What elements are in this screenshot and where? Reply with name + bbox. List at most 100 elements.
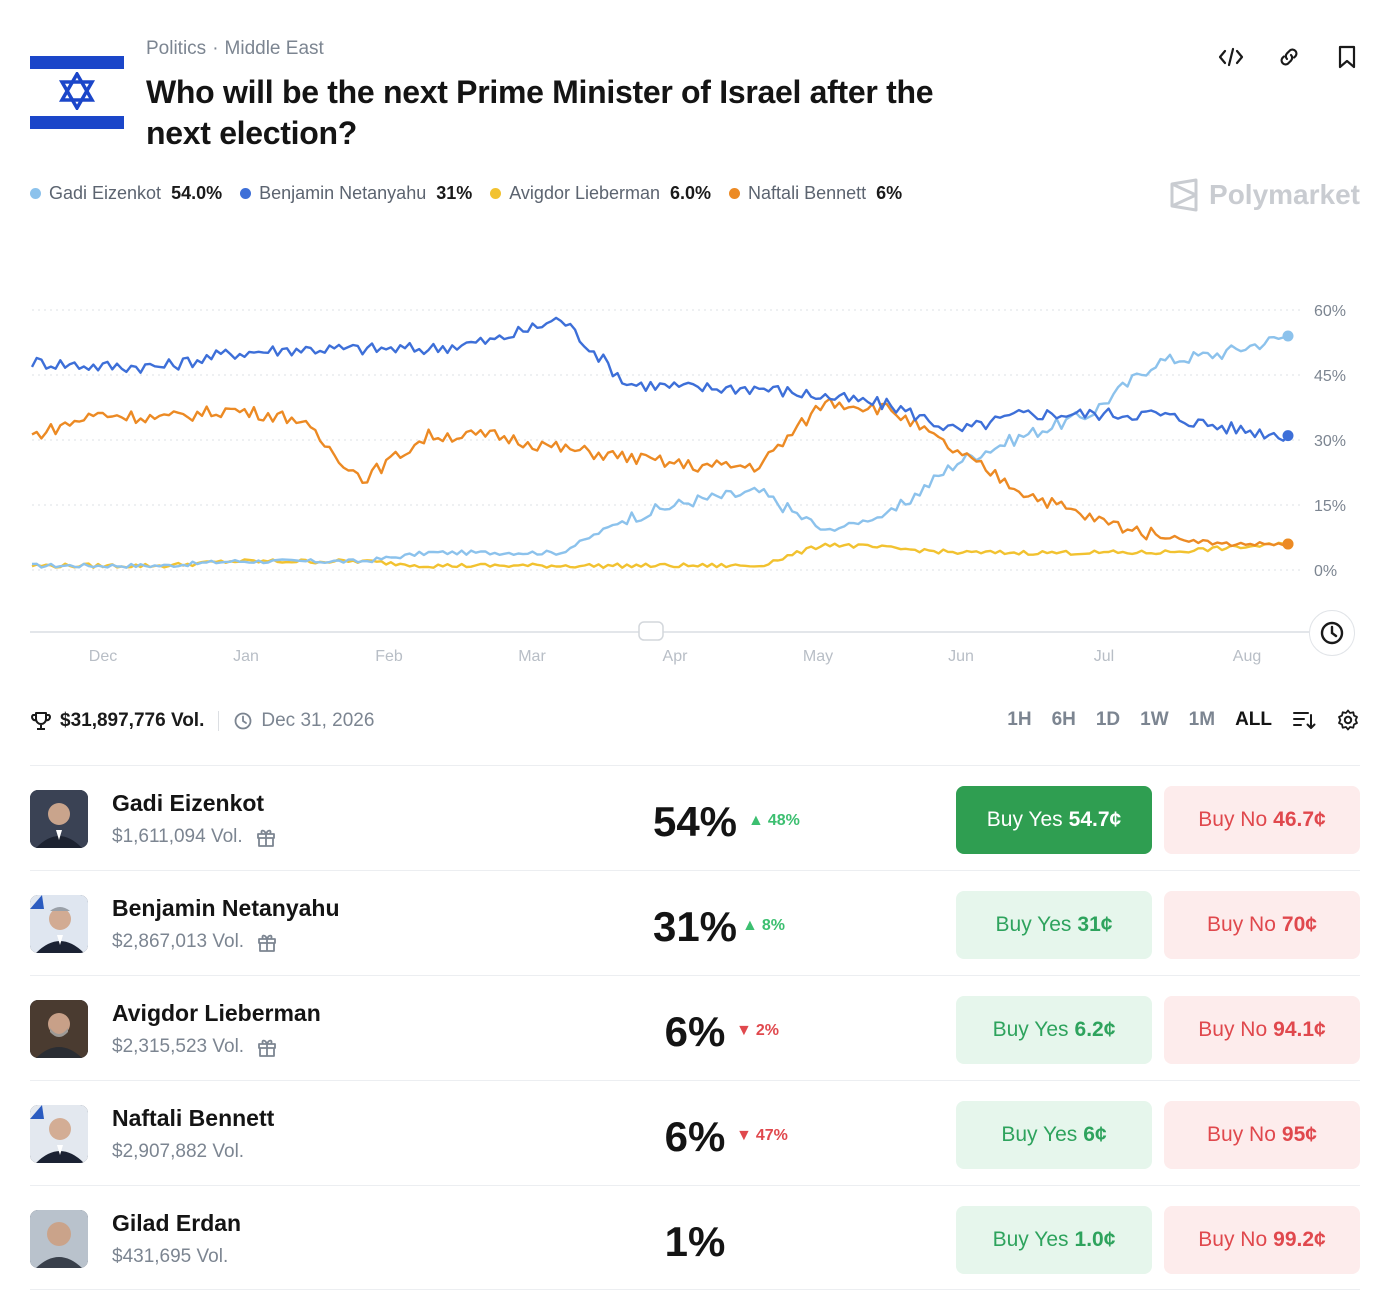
y-tick-label: 30% [1314,433,1346,450]
buy-no-price: 99.2¢ [1273,1228,1326,1251]
gift-icon[interactable] [255,826,277,848]
outcome-name[interactable]: Benjamin Netanyahu [112,895,340,921]
buy-yes-button[interactable]: Buy Yes 6¢ [956,1101,1152,1169]
x-tick-label: Aug [1233,648,1261,665]
buy-no-price: 70¢ [1281,913,1317,936]
change-value: 8% [761,917,785,934]
y-tick-label: 0% [1314,563,1337,580]
outcome-name[interactable]: Naftali Bennett [112,1105,275,1131]
bookmark-icon[interactable] [1334,44,1360,70]
buy-no-button[interactable]: Buy No 70¢ [1164,891,1360,959]
range-all[interactable]: ALL [1235,709,1272,730]
range-selector: 1H 6H 1D 1W 1M ALL [1007,708,1360,732]
series-end-marker [1282,430,1294,442]
legend-name: Avigdor Lieberman [509,183,661,203]
outcome-volume: $2,867,013 Vol. [112,931,245,952]
outcome-row[interactable]: Gilad Erdan $431,695 Vol. 1% Buy Yes 1.0¢… [30,1185,1360,1290]
x-tick-label: May [803,648,833,665]
series-line [31,334,1289,569]
series-end-marker [1282,330,1294,342]
legend-value: 6.0% [670,183,712,203]
legend-value: 6% [876,183,903,203]
buy-no-label: Buy No [1198,1018,1268,1041]
price-chart[interactable]: 60% 45% 30% 15% 0% Dec Jan Feb Mar Apr May Jun Jul Au… [0,280,1400,680]
buy-no-price: 94.1¢ [1273,1018,1326,1041]
y-tick-label: 15% [1314,498,1346,515]
gift-icon[interactable] [256,931,278,953]
buy-yes-label: Buy Yes [992,1018,1069,1041]
breadcrumb-category[interactable]: Politics [146,38,207,59]
triangle-up-icon: ▲ [742,917,758,934]
change-indicator: ▼ 2% [736,1022,779,1040]
timeline-handle[interactable] [638,621,664,641]
outcome-row[interactable]: Naftali Bennett $2,907,882 Vol. 6% ▼ 47% … [30,1080,1360,1185]
x-tick-label: Dec [89,648,117,665]
outcome-probability: 6% [664,1008,726,1055]
settings-gear-icon[interactable] [1336,708,1360,732]
buy-no-label: Buy No [1198,1228,1268,1251]
triangle-up-icon: ▲ [748,812,764,829]
buy-no-button[interactable]: Buy No 94.1¢ [1164,996,1360,1064]
series-line [31,397,1289,548]
link-icon[interactable] [1276,44,1302,70]
range-1w[interactable]: 1W [1140,709,1169,730]
series-end-marker [1282,538,1294,550]
y-tick-label: 60% [1314,303,1346,320]
buy-yes-button[interactable]: Buy Yes 6.2¢ [956,996,1152,1064]
outcome-row[interactable]: Gadi Eizenkot $1,611,094 Vol. 54% ▲ 48% B… [30,765,1360,870]
buy-yes-button[interactable]: Buy Yes 54.7¢ [956,786,1152,854]
sort-icon[interactable] [1292,709,1316,731]
buy-no-button[interactable]: Buy No 99.2¢ [1164,1206,1360,1274]
outcome-name[interactable]: Gilad Erdan [112,1210,242,1236]
israel-flag-icon [30,54,124,129]
buy-yes-label: Buy Yes [995,913,1072,936]
clock-button[interactable] [1309,610,1355,656]
end-date: Dec 31, 2026 [261,710,375,731]
buy-yes-price: 31¢ [1077,913,1113,936]
buy-no-button[interactable]: Buy No 46.7¢ [1164,786,1360,854]
outcome-probability: 31% [652,903,738,950]
outcome-name[interactable]: Gadi Eizenkot [112,790,265,816]
range-1h[interactable]: 1H [1007,709,1032,730]
outcome-row[interactable]: Avigdor Lieberman $2,315,523 Vol. 6% ▼ 2%… [30,975,1360,1080]
range-1d[interactable]: 1D [1095,709,1121,730]
series-line [31,541,1289,569]
embed-icon[interactable] [1218,44,1244,70]
outcome-row[interactable]: Benjamin Netanyahu $2,867,013 Vol. 31% ▲… [30,870,1360,975]
breadcrumb-subcategory[interactable]: Middle East [224,38,324,59]
avatar [30,790,88,848]
range-6h[interactable]: 6H [1051,709,1076,730]
total-volume: $31,897,776 Vol. [60,710,205,731]
buy-yes-label: Buy Yes [986,808,1063,831]
page-title: Who will be the next Prime Minister of I… [146,74,934,151]
range-1m[interactable]: 1M [1188,709,1216,730]
clock-small-icon [234,712,252,730]
avatar [30,1210,88,1268]
polymarket-logo: Polymarket [1169,178,1360,212]
market-header: Politics · Middle East Who will be the nex… [30,30,1370,160]
change-value: 48% [767,812,800,829]
outcome-volume: $1,611,094 Vol. [112,826,243,847]
legend-swatch [30,188,41,199]
buy-yes-button[interactable]: Buy Yes 1.0¢ [956,1206,1152,1274]
gift-icon[interactable] [256,1036,278,1058]
legend-swatch [729,188,741,199]
x-tick-label: Jun [948,648,974,665]
buy-no-label: Buy No [1207,913,1276,936]
change-value: 47% [755,1127,788,1144]
price-chart-svg[interactable]: 60% 45% 30% 15% 0% Dec Jan Feb Mar Apr May Jun Jul Au… [0,280,1400,680]
buy-no-button[interactable]: Buy No 95¢ [1164,1101,1360,1169]
buy-yes-price: 6.2¢ [1074,1018,1116,1041]
change-value: 2% [755,1022,779,1039]
buy-yes-label: Buy Yes [992,1228,1069,1251]
outcome-probability: 6% [664,1113,726,1160]
breadcrumb: Politics · Middle East [146,38,324,59]
outcome-name[interactable]: Avigdor Lieberman [112,1000,321,1026]
buy-yes-button[interactable]: Buy Yes 31¢ [956,891,1152,959]
buy-yes-price: 54.7¢ [1068,808,1122,831]
change-indicator: ▲ 8% [742,917,785,935]
x-tick-label: Jan [233,648,259,665]
buy-no-price: 95¢ [1281,1123,1317,1146]
buy-no-price: 46.7¢ [1273,808,1326,831]
buy-no-label: Buy No [1198,808,1268,831]
